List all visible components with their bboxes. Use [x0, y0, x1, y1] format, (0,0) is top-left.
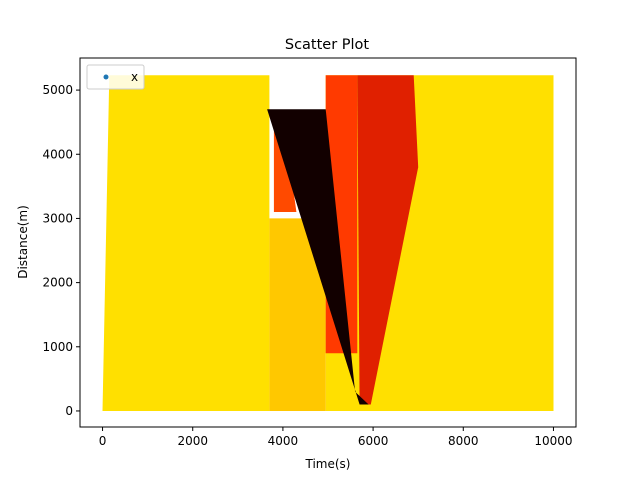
y-tick-label: 3000	[42, 211, 73, 225]
y-tick-label: 1000	[42, 340, 73, 354]
x-axis-label: Time(s)	[305, 457, 351, 471]
legend-label: x	[131, 70, 138, 84]
x-tick-label: 2000	[177, 434, 208, 448]
x-tick-label: 4000	[268, 434, 299, 448]
legend-box	[86, 64, 145, 90]
x-axis: 0 2000 4000 6000 8000 10000	[99, 427, 573, 448]
density-region-6	[267, 109, 369, 405]
density-region-5	[357, 75, 419, 405]
y-tick-label: 2000	[42, 276, 73, 290]
x-tick-label: 0	[99, 434, 107, 448]
x-tick-label: 10000	[534, 434, 572, 448]
y-tick-label: 5000	[42, 83, 73, 97]
density-region-2	[269, 218, 326, 411]
chart-title: Scatter Plot	[285, 37, 370, 53]
y-tick-label: 0	[65, 404, 73, 418]
legend-marker	[103, 74, 109, 80]
x-tick-label: 6000	[358, 434, 389, 448]
x-tick-label: 8000	[448, 434, 479, 448]
legend: x	[86, 64, 145, 90]
density-region-0	[102, 75, 270, 412]
y-axis-label: Distance(m)	[16, 205, 30, 279]
axes-frame	[79, 57, 577, 428]
y-tick-label: 4000	[42, 147, 73, 161]
y-axis: 0 1000 2000 3000 4000 5000	[42, 83, 80, 418]
plot-area	[102, 75, 554, 412]
